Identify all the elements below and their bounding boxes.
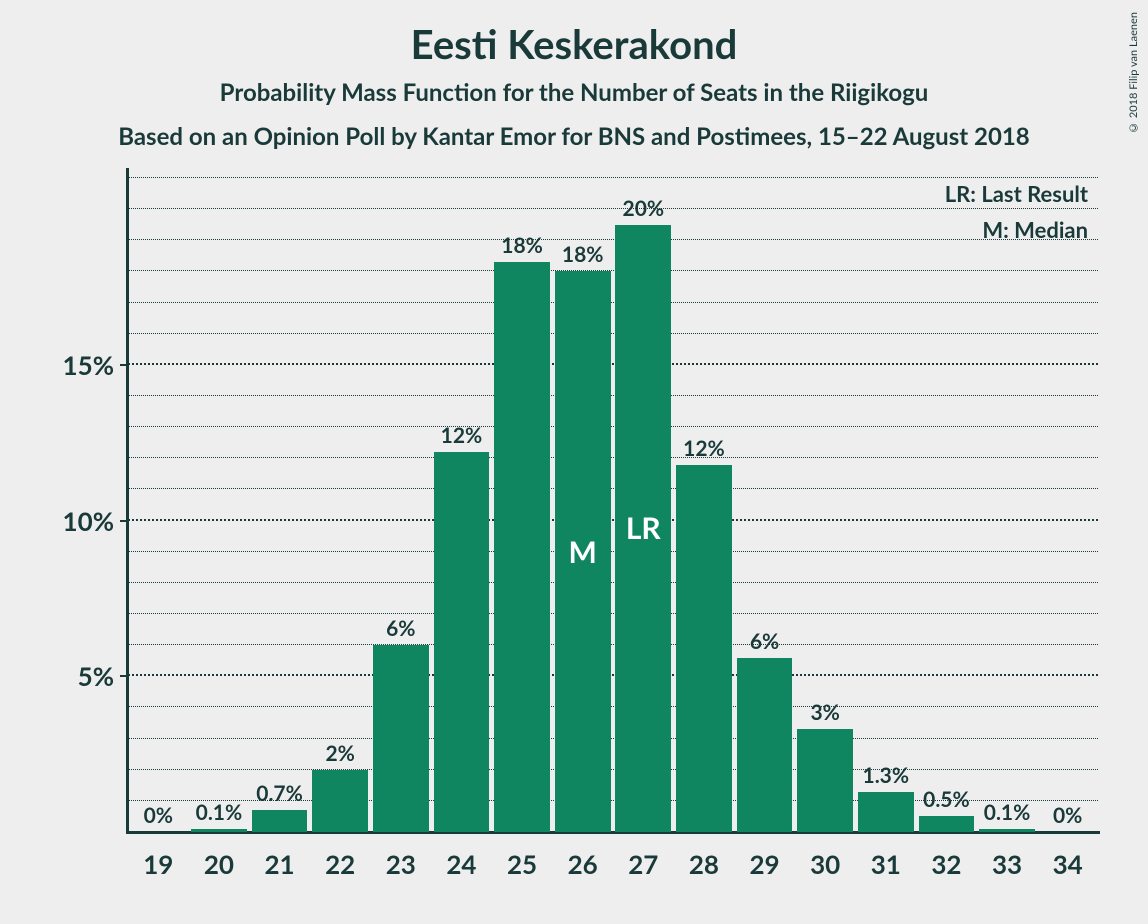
x-tick-label: 31 xyxy=(871,848,901,880)
bar: 1.3% xyxy=(858,792,914,832)
y-tick-mark xyxy=(120,675,128,677)
bar-value-label: 0% xyxy=(1053,803,1082,832)
bar-value-label: 3% xyxy=(810,700,839,729)
x-tick-label: 21 xyxy=(264,848,294,880)
y-tick-mark xyxy=(120,364,128,366)
bars-container: 0%0.1%0.7%2%6%12%18%18%M20%LR12%6%3%1.3%… xyxy=(128,178,1098,832)
bar: 12% xyxy=(434,452,490,832)
bar: 3% xyxy=(797,729,853,832)
y-tick-label: 15% xyxy=(63,349,114,381)
bar: 0.5% xyxy=(919,816,975,832)
bar-value-label: 6% xyxy=(386,616,415,645)
x-tick-label: 22 xyxy=(325,848,355,880)
bar: 2% xyxy=(312,770,368,832)
y-tick-label: 10% xyxy=(63,505,114,537)
x-tick-label: 32 xyxy=(931,848,961,880)
x-tick-label: 26 xyxy=(568,848,598,880)
bar-value-label: 0.5% xyxy=(923,787,970,816)
x-tick-label: 23 xyxy=(386,848,416,880)
x-tick-label: 34 xyxy=(1053,848,1083,880)
chart-title: Eesti Keskerakond xyxy=(0,20,1148,68)
x-tick-label: 33 xyxy=(992,848,1022,880)
bar: 18% xyxy=(494,262,550,832)
bar: 12% xyxy=(676,465,732,832)
bar-inner-label: LR xyxy=(626,510,661,546)
bar-value-label: 2% xyxy=(325,741,354,770)
bar-value-label: 0.1% xyxy=(984,800,1031,829)
chart-plot-area: 5%10%15% 0%0.1%0.7%2%6%12%18%18%M20%LR12… xyxy=(128,178,1098,832)
x-tick-label: 27 xyxy=(628,848,658,880)
copyright-text: © 2018 Filip van Laenen xyxy=(1127,12,1140,134)
bar-value-label: 18% xyxy=(562,242,604,271)
bar-value-label: 0.1% xyxy=(196,800,243,829)
bar-value-label: 20% xyxy=(623,196,665,225)
x-tick-label: 29 xyxy=(749,848,779,880)
x-tick-label: 24 xyxy=(446,848,476,880)
bar: 0.1% xyxy=(979,829,1035,832)
bar: 6% xyxy=(373,645,429,832)
bar-value-label: 6% xyxy=(750,629,779,658)
bar-value-label: 12% xyxy=(683,436,725,465)
x-tick-label: 30 xyxy=(810,848,840,880)
bar: 6% xyxy=(737,658,793,832)
bar: 18%M xyxy=(555,271,611,832)
y-tick-mark xyxy=(120,520,128,522)
x-tick-label: 28 xyxy=(689,848,719,880)
bar-value-label: 18% xyxy=(501,233,543,262)
bar-inner-label: M xyxy=(568,534,596,570)
bar-value-label: 1.3% xyxy=(863,763,910,792)
bar-value-label: 0.7% xyxy=(256,781,303,810)
y-tick-label: 5% xyxy=(78,660,114,692)
x-tick-label: 25 xyxy=(507,848,537,880)
x-tick-label: 19 xyxy=(143,848,173,880)
bar: 20%LR xyxy=(615,225,671,832)
x-tick-label: 20 xyxy=(204,848,234,880)
bar-value-label: 12% xyxy=(441,423,483,452)
chart-subtitle-2: Based on an Opinion Poll by Kantar Emor … xyxy=(0,122,1148,151)
bar: 0.7% xyxy=(252,810,308,832)
bar-value-label: 0% xyxy=(144,803,173,832)
chart-subtitle-1: Probability Mass Function for the Number… xyxy=(0,78,1148,107)
bar: 0.1% xyxy=(191,829,247,832)
